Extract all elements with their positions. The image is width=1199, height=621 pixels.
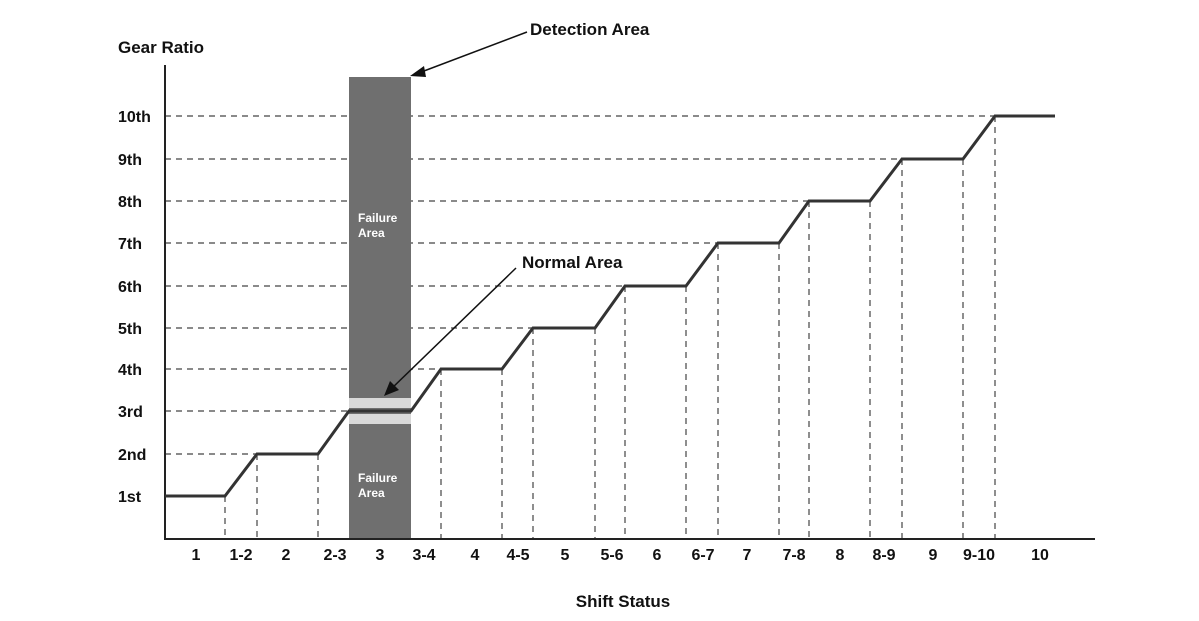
x-tick-label: 8-9 — [872, 547, 895, 564]
x-tick-label: 7-8 — [782, 547, 805, 564]
x-tick-label: 4-5 — [506, 547, 529, 564]
x-tick-label: 1-2 — [229, 547, 252, 564]
y-tick-label: 2nd — [118, 447, 146, 464]
y-axis-title: Gear Ratio — [118, 38, 204, 57]
normal-arrow-head — [384, 381, 399, 396]
x-tick-label: 9-10 — [963, 547, 995, 564]
x-tick-label: 3-4 — [412, 547, 435, 564]
y-tick-label: 4th — [118, 362, 142, 379]
normal-area-label: Normal Area — [522, 253, 623, 272]
detection-arrow-line — [415, 31, 528, 75]
x-tick-label: 3 — [376, 547, 385, 564]
y-tick-label: 6th — [118, 279, 142, 296]
y-tick-label: 7th — [118, 236, 142, 253]
detection-area-label: Detection Area — [530, 20, 650, 39]
y-tick-label: 10th — [118, 109, 151, 126]
x-tick-label: 7 — [743, 547, 752, 564]
x-tick-label: 9 — [929, 547, 938, 564]
failure-area-upper-line1: Failure — [358, 211, 398, 225]
failure-area-upper-line2: Area — [358, 226, 385, 240]
detection-area — [349, 77, 411, 539]
y-tick-label: 3rd — [118, 404, 143, 421]
y-tick-label: 5th — [118, 321, 142, 338]
x-tick-label: 6 — [653, 547, 662, 564]
x-tick-label: 2-3 — [323, 547, 346, 564]
detection-arrow-head — [410, 66, 426, 77]
x-axis-title: Shift Status — [576, 592, 670, 611]
grid-lines — [165, 115, 996, 539]
y-tick-label: 1st — [118, 489, 142, 506]
x-tick-label: 8 — [836, 547, 845, 564]
gear-ratio-line — [165, 114, 1055, 498]
x-tick-label: 10 — [1031, 547, 1049, 564]
x-tick-label: 1 — [192, 547, 201, 564]
y-tick-labels: 1st 2nd 3rd 4th 5th 6th 7th 8th 9th 10th — [118, 109, 151, 506]
failure-area-lower-line2: Area — [358, 486, 385, 500]
x-tick-label: 4 — [471, 547, 480, 564]
x-tick-label: 2 — [282, 547, 291, 564]
y-tick-label: 9th — [118, 152, 142, 169]
x-tick-label: 5-6 — [600, 547, 623, 564]
x-tick-labels: 1 1-2 2 2-3 3 3-4 4 4-5 5 5-6 6 6-7 7 7-8 8 8-9 9 9-10 10 — [192, 547, 1049, 564]
normal-arrow-line — [388, 267, 517, 392]
x-tick-label: 5 — [561, 547, 570, 564]
x-tick-label: 6-7 — [691, 547, 714, 564]
failure-area-lower-line1: Failure — [358, 471, 398, 485]
y-tick-label: 8th — [118, 194, 142, 211]
